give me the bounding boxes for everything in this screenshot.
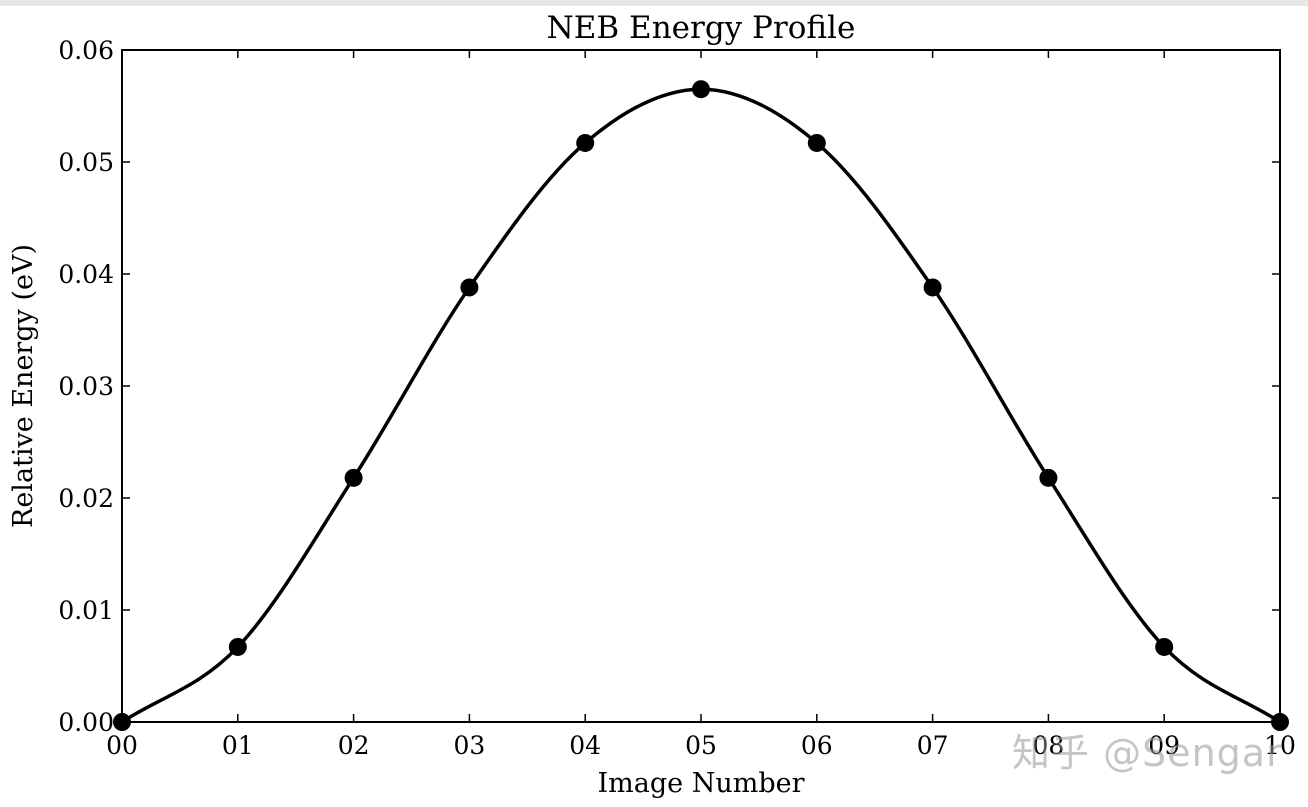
y-tick-label: 0.02 xyxy=(58,484,114,513)
x-tick-label: 04 xyxy=(569,731,601,760)
y-axis-label: Relative Energy (eV) xyxy=(8,244,39,528)
x-tick-label: 09 xyxy=(1148,731,1180,760)
data-point xyxy=(228,637,247,656)
y-tick-label: 0.01 xyxy=(58,596,114,625)
x-axis-label: Image Number xyxy=(598,768,805,799)
watermark: 知乎 @Sengar xyxy=(1012,731,1283,775)
data-point xyxy=(344,468,363,487)
data-point xyxy=(576,133,595,152)
data-point xyxy=(807,133,826,152)
x-tick-label: 06 xyxy=(801,731,833,760)
x-tick-label: 10 xyxy=(1264,731,1296,760)
x-tick-label: 03 xyxy=(453,731,485,760)
y-tick-label: 0.05 xyxy=(58,148,114,177)
y-tick-label: 0.03 xyxy=(58,372,114,401)
y-tick-label: 0.00 xyxy=(58,708,114,737)
energy-curve xyxy=(122,87,1280,722)
data-point xyxy=(1039,468,1058,487)
x-tick-label: 07 xyxy=(917,731,949,760)
x-tick-label: 01 xyxy=(222,731,254,760)
data-point xyxy=(1271,713,1289,731)
data-point xyxy=(923,278,942,297)
top-bar xyxy=(0,0,1308,6)
x-tick-label: 08 xyxy=(1032,731,1064,760)
y-tick-label: 0.04 xyxy=(58,260,114,289)
x-tick-label: 00 xyxy=(106,731,138,760)
data-point xyxy=(460,278,479,297)
y-tick-label: 0.06 xyxy=(58,36,114,65)
data-point xyxy=(1155,637,1174,656)
x-tick-label: 05 xyxy=(685,731,717,760)
plot-frame xyxy=(121,49,1281,723)
data-point xyxy=(113,713,131,731)
data-point xyxy=(692,80,710,99)
chart-title: NEB Energy Profile xyxy=(547,10,856,46)
x-tick-label: 02 xyxy=(338,731,370,760)
